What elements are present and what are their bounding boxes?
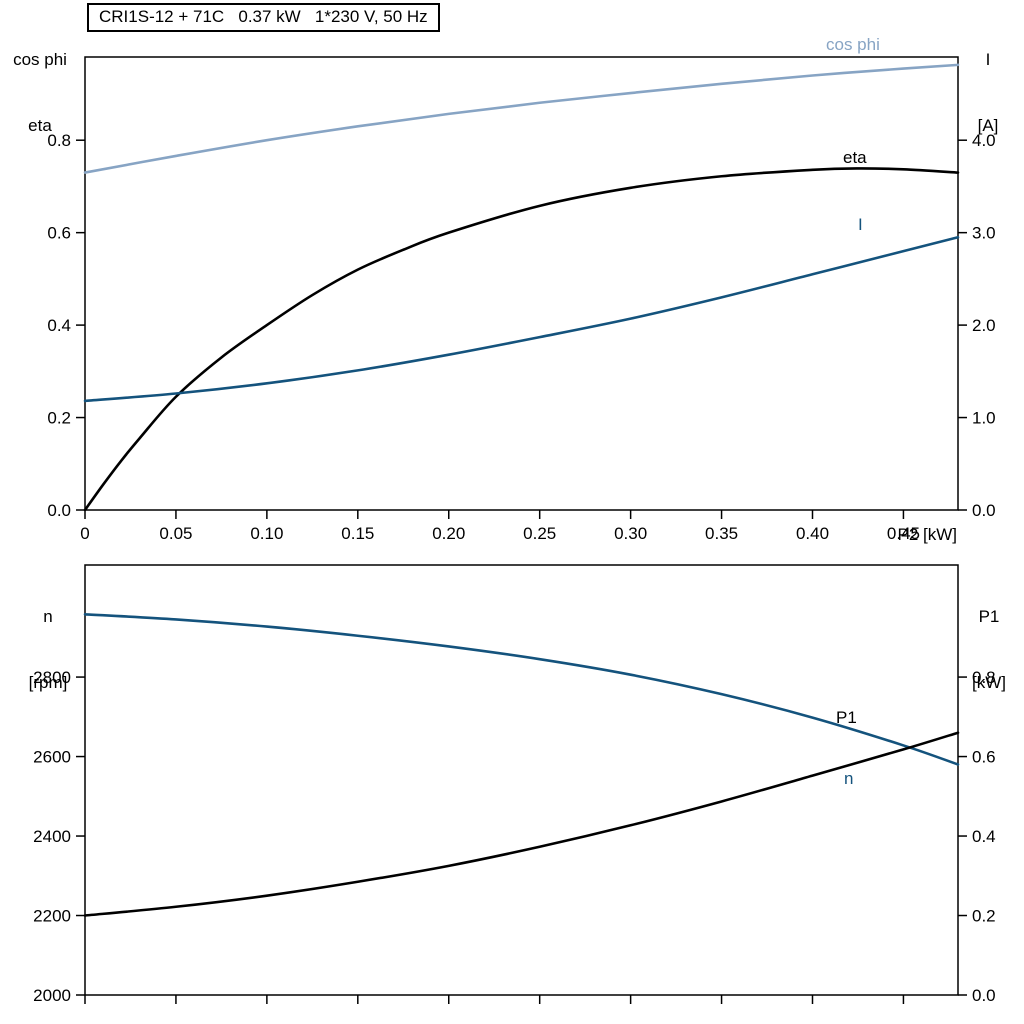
bottom-left-axis-label: n [rpm]	[14, 562, 82, 739]
left-axis-unit-cosphi: cos phi	[13, 50, 67, 70]
curve-label-cos-phi: cos phi	[826, 35, 880, 54]
plot-border-0	[84, 56, 959, 511]
curve-label-eta: eta	[843, 148, 867, 167]
y-left-tick-label: 2800	[33, 668, 71, 687]
left-axis-unit-eta: eta	[28, 116, 52, 136]
x-tick-label: 0	[80, 524, 89, 543]
y-left-tick-label: 2400	[33, 827, 71, 846]
x-tick-label: 0.05	[159, 524, 192, 543]
y-left-tick-label: 0.4	[47, 316, 71, 335]
top-left-axis-label: cos phi eta	[2, 5, 78, 182]
left-axis-unit-rpm: [rpm]	[28, 673, 68, 693]
series-p1-curve	[83, 731, 960, 917]
y-left-tick-label: 0.2	[47, 409, 71, 428]
top-right-axis-label: I [A]	[958, 5, 1018, 182]
y-right-tick-label: 0.6	[972, 748, 996, 767]
series-eta-curve	[83, 167, 960, 512]
y-left-tick-label: 0.0	[47, 501, 71, 520]
plot-border-1	[84, 564, 959, 996]
series-n-curve	[83, 612, 960, 766]
y-right-tick-label: 0.0	[972, 501, 996, 520]
x-tick-label: 0.45	[887, 524, 920, 543]
right-axis-unit-ampere: [A]	[977, 116, 999, 136]
curve-label-p1: P1	[836, 708, 857, 727]
y-left-tick-label: 2200	[33, 907, 71, 926]
right-axis-unit-kw: [kW]	[972, 673, 1006, 693]
x-tick-label: 0.15	[341, 524, 374, 543]
y-right-tick-label: 0.4	[972, 827, 996, 846]
x-tick-label: 0.35	[705, 524, 738, 543]
y-left-tick-label: 0.6	[47, 224, 71, 243]
y-right-tick-label: 2.0	[972, 316, 996, 335]
x-tick-label: 0.40	[796, 524, 829, 543]
y-left-tick-label: 0.8	[47, 131, 71, 150]
series-cos-phi-curve	[83, 63, 960, 174]
y-right-tick-label: 0.8	[972, 668, 996, 687]
y-right-tick-label: 4.0	[972, 131, 996, 150]
x-tick-label: 0.20	[432, 524, 465, 543]
y-right-tick-label: 0.0	[972, 986, 996, 1005]
y-right-tick-label: 0.2	[972, 907, 996, 926]
x-axis-label: P2 [kW]	[897, 525, 957, 544]
y-left-tick-label: 2600	[33, 748, 71, 767]
y-right-tick-label: 3.0	[972, 224, 996, 243]
x-tick-label: 0.10	[250, 524, 283, 543]
x-tick-label: 0.25	[523, 524, 556, 543]
right-axis-unit-p1: P1	[978, 607, 1000, 627]
x-tick-label: 0.30	[614, 524, 647, 543]
curve-label-n: n	[844, 769, 854, 788]
curve-label-current: I	[858, 215, 863, 234]
left-axis-unit-n: n	[43, 607, 53, 627]
series-i-curve	[83, 235, 960, 403]
y-left-tick-label: 2000	[33, 986, 71, 1005]
y-right-tick-label: 1.0	[972, 409, 996, 428]
bottom-right-axis-label: P1 [kW]	[958, 562, 1020, 739]
chart-title: CRI1S-12 + 71C 0.37 kW 1*230 V, 50 Hz	[87, 3, 440, 32]
right-axis-unit-current: I	[985, 50, 991, 70]
